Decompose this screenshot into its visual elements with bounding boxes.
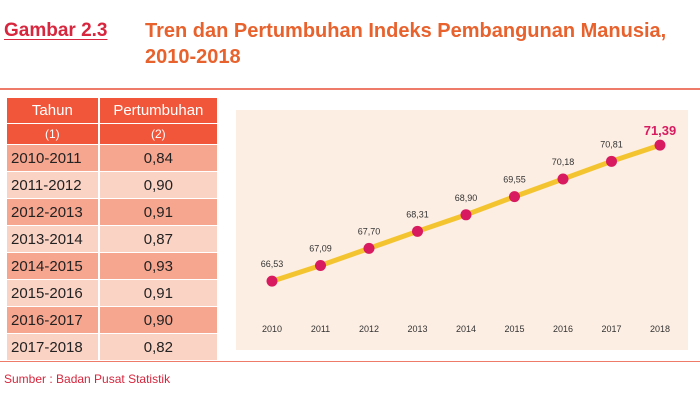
- subheader-1: (1): [7, 123, 100, 145]
- period-cell: 2016-2017: [7, 306, 100, 334]
- table-row: 2015-2016 0,91: [7, 279, 220, 307]
- top-divider: [0, 88, 700, 90]
- figure-header: Gambar 2.3 Tren dan Pertumbuhan Indeks P…: [0, 0, 700, 90]
- x-tick-label: 2014: [456, 324, 476, 334]
- chart-panel: 66,53 67,09 67,70 68,31 68,90 69,55 70,18 70,81…: [236, 110, 688, 350]
- x-tick-label: 2016: [553, 324, 573, 334]
- period-cell: 2012-2013: [7, 198, 100, 226]
- x-tick-label: 2013: [407, 324, 427, 334]
- x-tick-label: 2010: [262, 324, 282, 334]
- table-row: 2014-2015 0,93: [7, 252, 220, 280]
- table-row: 2016-2017 0,90: [7, 306, 220, 334]
- header-growth: Pertumbuhan: [98, 98, 220, 124]
- x-tick-label: 2011: [311, 324, 330, 334]
- period-cell: 2011-2012: [7, 171, 100, 199]
- data-label: 69,55: [503, 175, 526, 185]
- data-point: [460, 209, 472, 221]
- growth-cell: 0,91: [98, 279, 220, 307]
- data-point: [412, 225, 423, 237]
- period-cell: 2015-2016: [7, 279, 100, 307]
- data-label: 68,31: [406, 209, 429, 219]
- growth-cell: 0,90: [98, 306, 220, 334]
- line-chart: 66,53 67,09 67,70 68,31 68,90 69,55 70,18 70,81…: [261, 123, 677, 334]
- data-label: 68,90: [455, 193, 478, 203]
- table-row: 2017-2018 0,82: [7, 333, 220, 361]
- data-point: [654, 139, 666, 151]
- data-label: 67,70: [358, 226, 381, 236]
- figure-label: Gambar 2.3: [4, 20, 108, 41]
- data-point: [509, 191, 520, 203]
- table-row: 2011-2012 0,90: [7, 171, 220, 199]
- data-label: 67,09: [309, 243, 332, 253]
- growth-cell: 0,84: [98, 144, 220, 172]
- x-tick-label: 2012: [359, 324, 379, 334]
- data-point: [557, 173, 569, 185]
- data-point: [606, 155, 617, 167]
- growth-cell: 0,91: [98, 198, 220, 226]
- growth-cell: 0,82: [98, 333, 220, 361]
- data-point: [363, 242, 375, 254]
- data-label: 71,39: [644, 123, 677, 138]
- growth-cell: 0,90: [98, 171, 220, 199]
- x-tick-label: 2015: [504, 324, 524, 334]
- growth-cell: 0,93: [98, 252, 220, 280]
- period-cell: 2013-2014: [7, 225, 100, 253]
- bottom-divider: [0, 361, 700, 362]
- period-cell: 2010-2011: [7, 144, 100, 172]
- x-tick-label: 2017: [601, 324, 621, 334]
- table-row: 2012-2013 0,91: [7, 198, 220, 226]
- growth-table: Tahun Pertumbuhan (1) (2) 2010-2011 0,84…: [7, 98, 220, 361]
- x-tick-label: 2018: [650, 324, 670, 334]
- data-point: [266, 275, 278, 287]
- growth-cell: 0,87: [98, 225, 220, 253]
- data-label: 66,53: [261, 259, 284, 269]
- source-note: Sumber : Badan Pusat Statistik: [4, 372, 171, 386]
- table-row: 2010-2011 0,84: [7, 144, 220, 172]
- data-label: 70,18: [552, 157, 575, 167]
- period-cell: 2017-2018: [7, 333, 100, 361]
- period-cell: 2014-2015: [7, 252, 100, 280]
- data-label: 70,81: [600, 139, 623, 149]
- header-year: Tahun: [7, 98, 100, 124]
- data-point: [315, 259, 326, 271]
- subheader-2: (2): [98, 123, 220, 145]
- figure-title: Tren dan Pertumbuhan Indeks Pembangunan …: [145, 20, 667, 68]
- table-row: 2013-2014 0,87: [7, 225, 220, 253]
